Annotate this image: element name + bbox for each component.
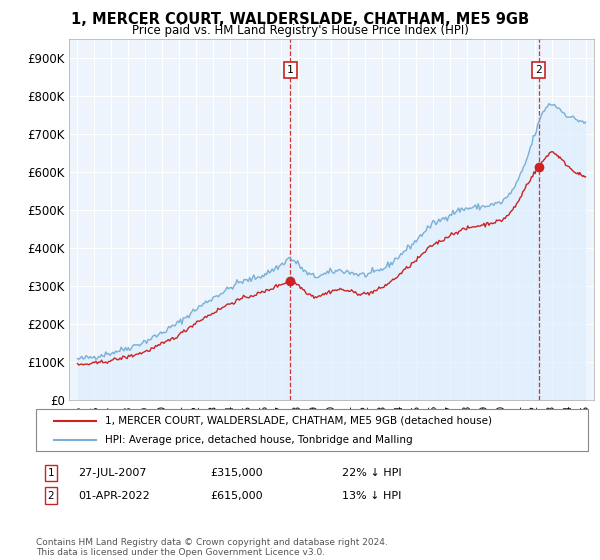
Text: £615,000: £615,000 [210, 491, 263, 501]
Text: 1, MERCER COURT, WALDERSLADE, CHATHAM, ME5 9GB (detached house): 1, MERCER COURT, WALDERSLADE, CHATHAM, M… [105, 416, 492, 426]
Text: 2: 2 [47, 491, 55, 501]
Text: £315,000: £315,000 [210, 468, 263, 478]
Text: 1, MERCER COURT, WALDERSLADE, CHATHAM, ME5 9GB: 1, MERCER COURT, WALDERSLADE, CHATHAM, M… [71, 12, 529, 27]
Text: 01-APR-2022: 01-APR-2022 [78, 491, 150, 501]
Text: 1: 1 [47, 468, 55, 478]
Text: 22% ↓ HPI: 22% ↓ HPI [342, 468, 401, 478]
Text: 2: 2 [536, 64, 542, 74]
Text: Price paid vs. HM Land Registry's House Price Index (HPI): Price paid vs. HM Land Registry's House … [131, 24, 469, 36]
Text: HPI: Average price, detached house, Tonbridge and Malling: HPI: Average price, detached house, Tonb… [105, 435, 413, 445]
Text: 13% ↓ HPI: 13% ↓ HPI [342, 491, 401, 501]
Text: 27-JUL-2007: 27-JUL-2007 [78, 468, 146, 478]
Text: 1: 1 [287, 64, 294, 74]
Text: Contains HM Land Registry data © Crown copyright and database right 2024.
This d: Contains HM Land Registry data © Crown c… [36, 538, 388, 557]
